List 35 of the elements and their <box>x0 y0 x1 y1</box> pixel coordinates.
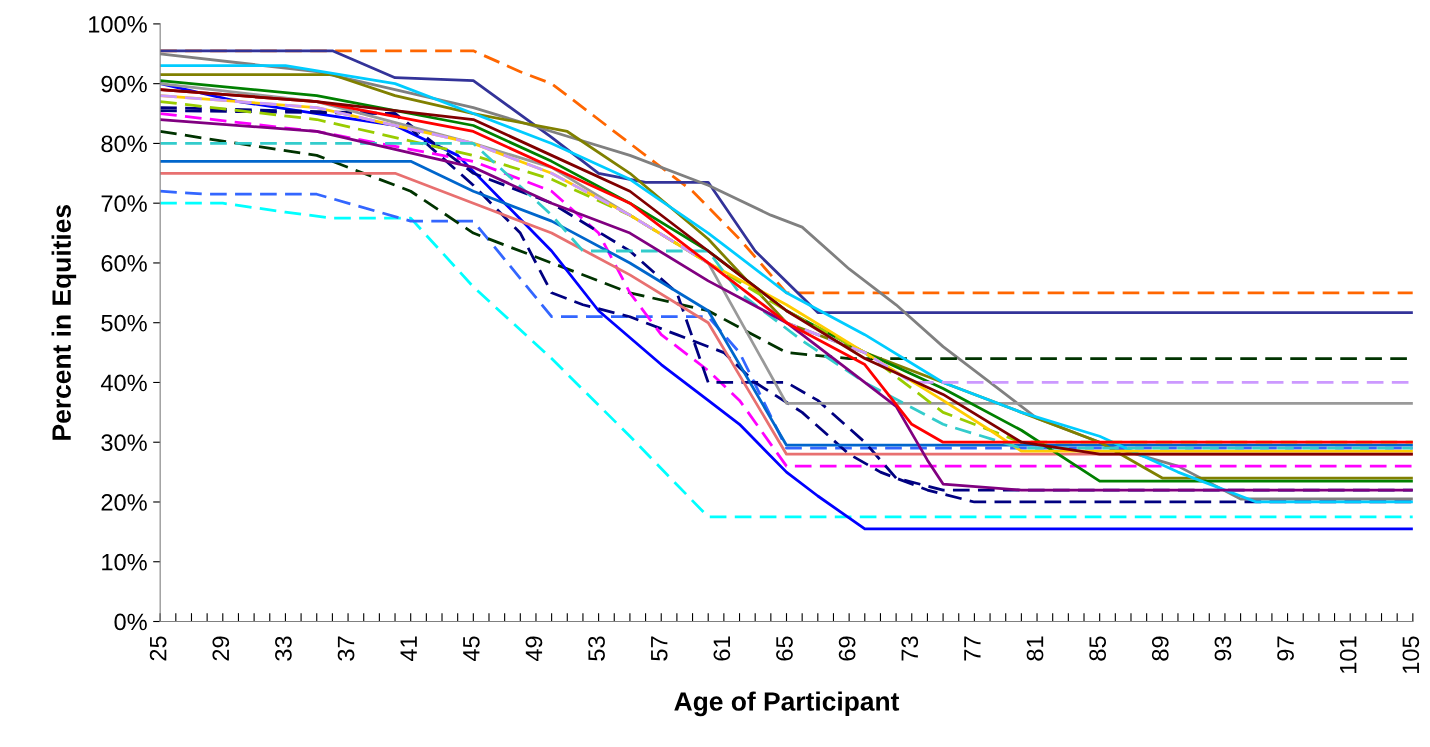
x-tick-label: 37 <box>337 636 355 661</box>
x-tick-label: 93 <box>1214 636 1232 661</box>
y-tick-label: 70% <box>101 195 147 212</box>
y-tick-label: 10% <box>102 553 147 571</box>
x-tick-label: 85 <box>1089 636 1107 661</box>
x-tick-label: 53 <box>588 636 605 661</box>
x-tick-label: 29 <box>212 636 230 661</box>
x-tick-label: 105 <box>1402 636 1420 673</box>
y-tick-label: 80% <box>101 135 147 153</box>
x-tick-label: 41 <box>400 636 417 662</box>
x-tick-label: 73 <box>901 636 919 661</box>
x-tick-label: 33 <box>275 636 292 661</box>
x-tick-label: 97 <box>1277 636 1294 661</box>
y-tick-label: 20% <box>101 494 147 511</box>
y-tick-label: 100% <box>89 15 147 33</box>
y-tick-label: 90% <box>101 75 147 93</box>
x-tick-label: 57 <box>651 636 668 661</box>
y-axis-title: Percent in Equities <box>51 205 77 440</box>
line-series <box>160 201 1413 519</box>
x-tick-label: 77 <box>964 636 981 661</box>
x-tick-label: 101 <box>1339 636 1357 673</box>
x-tick-label: 61 <box>713 636 731 661</box>
y-tick-label: 40% <box>100 374 147 392</box>
x-tick-label: 45 <box>463 636 480 662</box>
y-tick-label: 60% <box>101 255 147 272</box>
x-tick-label: 65 <box>776 636 793 661</box>
x-tick-label: 49 <box>525 636 543 662</box>
x-axis-title: Age of Participant <box>674 691 900 717</box>
y-tick-label: 0% <box>114 613 147 631</box>
x-tick-label: 81 <box>1026 636 1044 661</box>
x-tick-label: 69 <box>838 636 856 661</box>
x-tick-label: 25 <box>149 636 167 661</box>
y-tick-label: 30% <box>101 434 147 452</box>
y-tick-label: 50% <box>101 314 147 332</box>
x-tick-label: 89 <box>1151 636 1169 661</box>
